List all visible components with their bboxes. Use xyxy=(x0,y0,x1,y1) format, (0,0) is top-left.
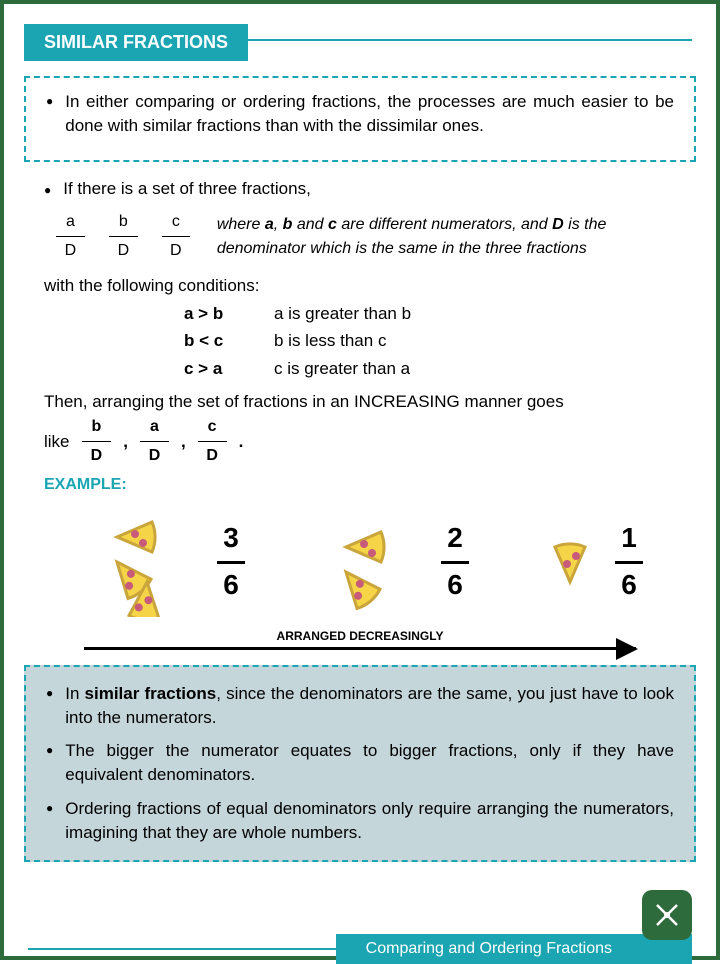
ordered-frac-3: cD xyxy=(198,415,227,468)
set-intro-bullet: If there is a set of three fractions, xyxy=(44,177,676,201)
condition-2: b < cb is less than c xyxy=(184,328,676,354)
note-3: Ordering fractions of equal denominators… xyxy=(46,797,674,845)
frac-c: cD xyxy=(162,210,190,263)
note-1: In similar fractions, since the denomina… xyxy=(46,682,674,730)
arrow-icon xyxy=(84,647,636,650)
arrow-label: ARRANGED DECREASINGLY xyxy=(84,627,636,645)
condition-1: a > ba is greater than b xyxy=(184,301,676,327)
pizza-examples: 36 26 16 xyxy=(44,507,676,617)
notes-box: In similar fractions, since the denomina… xyxy=(24,665,696,862)
section-title: SIMILAR FRACTIONS xyxy=(24,24,248,61)
conditions-list: a > ba is greater than b b < cb is less … xyxy=(184,301,676,382)
condition-3: c > ac is greater than a xyxy=(184,356,676,382)
set-intro: If there is a set of three fractions, xyxy=(63,177,311,201)
ordered-frac-2: aD xyxy=(140,415,169,468)
main-content: If there is a set of three fractions, aD… xyxy=(24,177,696,650)
conditions-intro: with the following conditions: xyxy=(44,273,676,299)
pizza-icon-1 xyxy=(535,507,605,617)
arrow-container: ARRANGED DECREASINGLY xyxy=(84,627,636,650)
frac-description: where a, b and c are different numerator… xyxy=(217,213,676,261)
pizza-icon-3 xyxy=(77,507,207,617)
pizza-frac-3: 36 xyxy=(217,517,245,606)
like-text: like xyxy=(44,429,70,455)
pizza-frac-1: 16 xyxy=(615,517,643,606)
pizza-icon-2 xyxy=(311,507,431,617)
page: SIMILAR FRACTIONS In either comparing or… xyxy=(0,0,720,960)
intro-box: In either comparing or ordering fraction… xyxy=(24,76,696,162)
fraction-definition-row: aD bD cD where a, b and c are different … xyxy=(44,210,676,263)
pizza-1-6: 16 xyxy=(535,507,643,617)
pizza-2-6: 26 xyxy=(311,507,469,617)
arrange-text: Then, arranging the set of fractions in … xyxy=(44,389,676,415)
ordered-frac-1: bD xyxy=(82,415,112,468)
frac-a: aD xyxy=(56,210,85,263)
frac-b: bD xyxy=(109,210,138,263)
intro-bullet: In either comparing or ordering fraction… xyxy=(46,90,674,138)
pizza-frac-2: 26 xyxy=(441,517,469,606)
note-2: The bigger the numerator equates to bigg… xyxy=(46,739,674,787)
increasing-order-row: like bD , aD , cD . xyxy=(44,415,676,468)
tools-icon xyxy=(642,890,692,940)
intro-text: In either comparing or ordering fraction… xyxy=(65,90,674,138)
pizza-3-6: 36 xyxy=(77,507,245,617)
example-label: EXAMPLE: xyxy=(44,473,676,497)
